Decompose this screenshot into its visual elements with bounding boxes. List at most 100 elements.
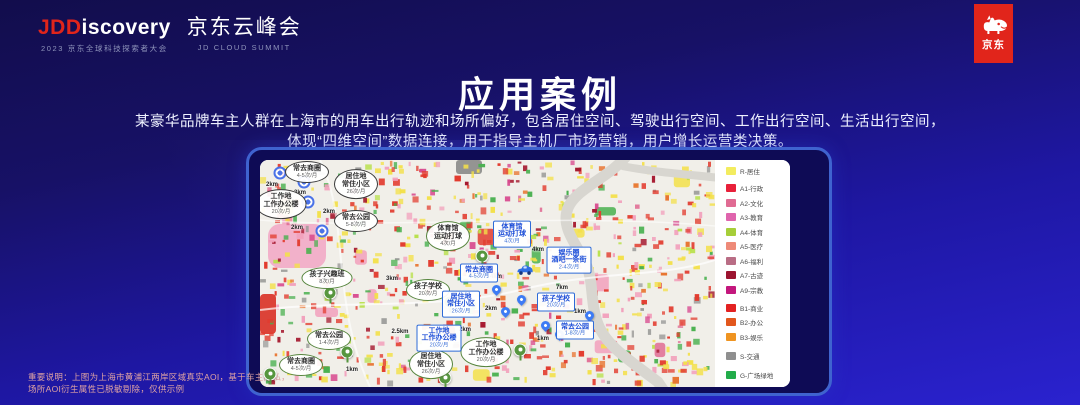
- jdd-logo-block: JDDiscovery 2023 京东全球科技探索者大会: [38, 16, 171, 54]
- legend-color-swatch: [726, 242, 736, 250]
- place-name: 居住地 常住小区: [342, 173, 370, 188]
- legend-color-swatch: [726, 351, 736, 360]
- place-name: 常去商圈: [465, 266, 493, 274]
- legend-color-swatch: [726, 256, 736, 265]
- legend-color-swatch: [726, 370, 736, 379]
- legend-item: A4-体育: [726, 227, 790, 237]
- drop-shape: [499, 305, 512, 318]
- legend-color-swatch: [726, 271, 736, 279]
- legend-label: A1-行政: [740, 186, 764, 193]
- car-icon: [516, 265, 534, 276]
- visit-frequency: 5-8次/月: [345, 221, 367, 228]
- place-name: 常去公园: [342, 214, 370, 222]
- distance-label: 2km: [322, 209, 336, 215]
- pin-stem: [346, 357, 348, 363]
- legend-label: B3-娱乐: [740, 334, 764, 342]
- distance-label: 1km: [536, 336, 550, 342]
- legend-color-swatch: [726, 167, 736, 175]
- map-place-bubble: 工作地 工作办公楼 20次/月: [260, 189, 307, 219]
- visit-frequency: 2-4次/月: [558, 264, 580, 271]
- map-place-bubble: 孩子兴趣班 8次/月: [301, 267, 353, 289]
- legend-color-swatch: [726, 213, 736, 221]
- legend-color-swatch: [726, 318, 736, 326]
- distance-label: 7km: [555, 285, 569, 291]
- place-name: 工作地 工作办公楼: [468, 341, 504, 356]
- legend-color-swatch: [726, 303, 736, 312]
- place-name: 居住地 常住小区: [417, 353, 445, 368]
- jdd-logo-red: JDD: [38, 16, 82, 39]
- visit-frequency: 4-5次/月: [296, 172, 318, 179]
- legend-item: A5-医疗: [726, 241, 790, 251]
- legend-item: G-广场绿地: [726, 370, 790, 380]
- map-place-bubble: 常去商圈 4-5次/月: [285, 161, 329, 183]
- place-name: 工作地 工作办公楼: [421, 327, 457, 342]
- visit-frequency: 4-5次/月: [468, 273, 490, 280]
- legend-item: A9-宗教: [726, 285, 790, 295]
- jd-brand-label: 京东: [982, 39, 1005, 51]
- summit-title-cn: 京东云峰会: [186, 16, 302, 39]
- place-name: 工作地 工作办公楼: [263, 193, 299, 208]
- legend-label: A4-体育: [740, 229, 764, 237]
- legend-color-swatch: [726, 184, 736, 192]
- jd-dog-icon: [983, 15, 1007, 34]
- legend-item: A7-古迹: [726, 270, 790, 280]
- legend-item: A6-福利: [726, 256, 790, 266]
- visit-frequency: 20次/月: [429, 342, 449, 349]
- visit-frequency: 4次/月: [440, 240, 456, 247]
- map-place-bubble: 常去公园 5-8次/月: [334, 210, 378, 232]
- pin-stem: [329, 298, 331, 304]
- legend-label: A9-宗教: [740, 287, 764, 295]
- legend-item: B1-商业: [726, 303, 790, 313]
- legend-label: A2-文化: [740, 200, 764, 208]
- visit-frequency: 20次/月: [476, 356, 496, 363]
- visit-frequency: 26次/月: [346, 188, 366, 195]
- place-name: 常去公园: [561, 323, 589, 331]
- summit-logo-block: 京东云峰会 JD CLOUD SUMMIT: [187, 16, 302, 52]
- map-place-bubble: 常去公园 1-4次/月: [307, 328, 351, 350]
- map-place-bubble: 工作地 工作办公楼 20次/月: [460, 337, 512, 367]
- gps-point-pin: [315, 224, 329, 238]
- visit-frequency: 20次/月: [418, 290, 438, 297]
- visit-frequency: 4次/月: [504, 238, 520, 245]
- map-place-bubble: 居住地 常住小区 26次/月: [442, 290, 480, 318]
- privacy-footnote: 重要说明：上图为上海市黄浦江两岸区域真实AOI，基于车主隐私， 场所AOI衍生属…: [28, 372, 290, 395]
- map-panel: 常去商圈 4-5次/月 居住地 常住小区 26次/月 工作地 工作办公楼 20次/月…: [246, 147, 832, 396]
- map-drop-pin: [490, 283, 503, 297]
- legend-item: B2-办公: [726, 317, 790, 327]
- legend-label: A3-教育: [740, 215, 764, 222]
- place-name: 居住地 常住小区: [447, 293, 475, 308]
- map-legend: R-居住 A1-行政 A2-文化 A3-教育 A4-体育 A5-医疗 A6-福利…: [720, 160, 790, 387]
- legend-item: A1-行政: [726, 183, 790, 193]
- person-place-pin: [263, 367, 277, 385]
- map-place-bubble: 常去商圈 4-5次/月: [460, 263, 498, 283]
- legend-label: G-广场绿地: [740, 372, 774, 380]
- map-place-bubble: 孩子学校 20次/月: [406, 279, 450, 301]
- place-name: 常去商圈: [287, 358, 315, 366]
- map-place-bubble: 常去商圈 4-5次/月: [279, 354, 323, 376]
- case-description: 某豪华品牌车主人群在上海市的用车出行轨迹和场所偏好，包含居住空间、驾驶出行空间、…: [0, 112, 1080, 152]
- map-place-bubble: 居住地 常住小区 26次/月: [409, 349, 453, 379]
- distance-label: 2km: [484, 306, 498, 312]
- legend-item: R-居住: [726, 166, 790, 176]
- visit-frequency: 8次/月: [319, 278, 335, 285]
- person-place-pin: [475, 249, 489, 267]
- place-name: 常去商圈: [293, 165, 321, 173]
- place-name: 娱乐圈 酒吧一条街: [551, 249, 587, 264]
- map-drop-pin: [515, 293, 528, 307]
- place-name: 常去公园: [315, 332, 343, 340]
- case-description-line1: 某豪华品牌车主人群在上海市的用车出行轨迹和场所偏好，包含居住空间、驾驶出行空间、…: [135, 114, 945, 130]
- page-title: 应用案例: [457, 74, 622, 115]
- map-place-bubble: 居住地 常住小区 26次/月: [334, 169, 378, 199]
- distance-label: 1km: [573, 309, 587, 315]
- legend-label: S-交通: [740, 353, 760, 361]
- jd-logo-badge: 京东: [974, 4, 1013, 63]
- place-name: 孩子学校: [542, 295, 570, 303]
- map-card: 常去商圈 4-5次/月 居住地 常住小区 26次/月 工作地 工作办公楼 20次/月…: [260, 160, 790, 387]
- legend-item: B3-娱乐: [726, 332, 790, 342]
- person-place-pin: [340, 345, 354, 363]
- visit-frequency: 1-8次/月: [564, 330, 586, 337]
- legend-label: A7-古迹: [740, 273, 764, 280]
- map-place-bubble: 体育馆 运动打球 4次/月: [493, 220, 531, 248]
- jddiscovery-logo: JDDiscovery: [38, 16, 171, 40]
- map-drop-pin: [539, 319, 552, 333]
